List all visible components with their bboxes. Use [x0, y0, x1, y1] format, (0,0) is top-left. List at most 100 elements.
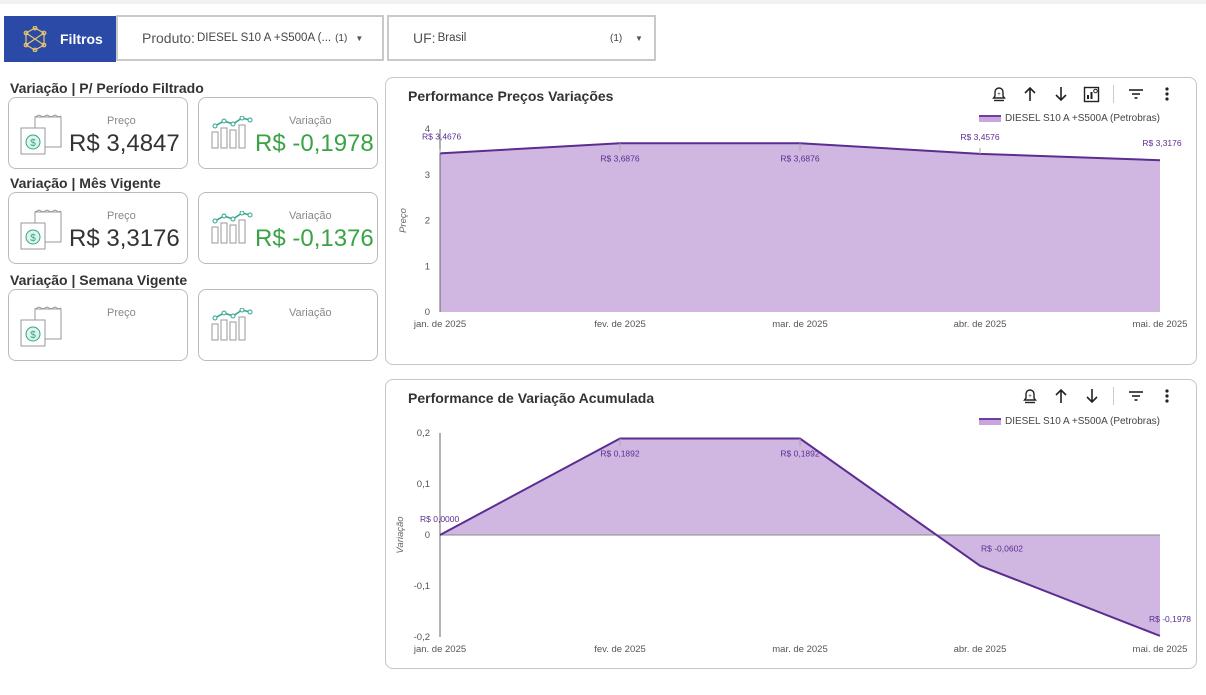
arrow-up-icon[interactable]: [1045, 386, 1076, 406]
y-tick-label: 0: [425, 530, 430, 541]
kpi-card-var-mes: Variação R$ -0,1376: [198, 192, 378, 264]
legend-swatch: [979, 418, 1001, 425]
data-label: R$ 3,3176: [1142, 138, 1181, 148]
data-label: R$ -0,1978: [1149, 614, 1191, 624]
product-dropdown-value: DIESEL S10 A +S500A (...: [196, 32, 332, 44]
chart-toolbar: +: [1014, 386, 1182, 406]
x-tick-label: jan. de 2025: [413, 319, 466, 330]
chart-title: Performance Preços Variações: [408, 88, 614, 104]
more-options-icon[interactable]: [1151, 386, 1182, 406]
y-tick-label: -0,2: [414, 632, 430, 643]
price-document-icon: $: [20, 209, 62, 250]
x-tick-label: jan. de 2025: [413, 644, 466, 655]
series-area: [440, 143, 1160, 312]
legend-label: DIESEL S10 A +S500A (Petrobras): [1005, 416, 1160, 427]
chart-card-variacao: Performance de Variação Acumulada + DIES…: [385, 379, 1197, 669]
kpi-price-label: Preço: [107, 307, 136, 319]
legend-swatch: [979, 115, 1001, 122]
x-tick-label: mai. de 2025: [1133, 319, 1188, 330]
chart-legend: DIESEL S10 A +S500A (Petrobras): [979, 416, 1160, 427]
filters-button[interactable]: Filtros: [4, 16, 116, 62]
kpi-price-value: R$ 3,3176: [69, 225, 180, 252]
svg-text:$: $: [30, 233, 36, 244]
svg-text:$: $: [30, 138, 36, 149]
more-options-icon[interactable]: [1151, 84, 1182, 104]
kpi-var-label: Variação: [289, 210, 332, 222]
filter-lines-icon[interactable]: [1120, 84, 1151, 104]
y-tick-label: -0,1: [414, 581, 430, 592]
y-tick-label: 0,1: [417, 479, 430, 490]
bar-chart-icon: [211, 116, 253, 149]
y-tick-label: 1: [425, 261, 430, 272]
filter-lines-icon[interactable]: [1120, 386, 1151, 406]
kpi-card-price-semana: $ Preço: [8, 289, 188, 361]
top-strip: [0, 0, 1206, 4]
data-label: R$ -0,0602: [981, 544, 1023, 554]
uf-dropdown-value: Brasil: [437, 32, 467, 44]
chart-svg-precos: 0 1 2 3 4 jan. de 2025 fev. de 2025 mar. de 202…: [398, 124, 1188, 330]
svg-text:$: $: [30, 330, 36, 341]
x-tick-label: fev. de 2025: [594, 319, 646, 330]
kpi-var-value: R$ -0,1978: [255, 130, 374, 157]
filter-network-icon: [23, 26, 47, 52]
x-tick-label: mar. de 2025: [772, 644, 827, 655]
data-label: R$ 3,6876: [600, 153, 639, 163]
kpi-card-price-periodo: $ Preço R$ 3,4847: [8, 97, 188, 169]
price-document-icon: $: [20, 306, 62, 347]
data-label: R$ 0,0000: [420, 514, 459, 524]
x-tick-label: abr. de 2025: [954, 319, 1007, 330]
chart-svg-variacao: -0,2 -0,1 0 0,1 0,2 jan. de 2025 fev. de 2025 m…: [395, 428, 1191, 655]
uf-dropdown-count: (1): [610, 32, 623, 44]
product-dropdown[interactable]: Produto: DIESEL S10 A +S500A (... (1) ▼: [116, 15, 384, 61]
svg-text:+: +: [997, 92, 1001, 98]
product-dropdown-key: Produto:: [142, 30, 195, 46]
bar-chart-icon: [211, 308, 253, 341]
uf-dropdown[interactable]: UF: Brasil (1) ▼: [387, 15, 656, 61]
kpi-card-price-mes: $ Preço R$ 3,3176: [8, 192, 188, 264]
product-dropdown-count: (1): [335, 32, 348, 44]
chart-title: Performance de Variação Acumulada: [408, 390, 655, 406]
arrow-down-icon[interactable]: [1045, 84, 1076, 104]
legend-label: DIESEL S10 A +S500A (Petrobras): [1005, 113, 1160, 124]
data-label: R$ 3,4676: [422, 131, 461, 141]
kpi-price-label: Preço: [107, 115, 136, 127]
alert-bell-icon[interactable]: +: [1014, 386, 1045, 406]
y-axis-label: Preço: [398, 208, 409, 233]
series-area: [440, 438, 1160, 636]
kpi-card-var-semana: Variação: [198, 289, 378, 361]
y-tick-label: 3: [425, 170, 430, 181]
kpi-var-label: Variação: [289, 115, 332, 127]
data-label: R$ 3,4576: [960, 132, 999, 142]
kpi-price-value: R$ 3,4847: [69, 130, 180, 157]
arrow-down-icon[interactable]: [1076, 386, 1107, 406]
filters-button-label: Filtros: [60, 31, 103, 47]
kpi-var-value: R$ -0,1376: [255, 225, 374, 252]
price-document-icon: $: [20, 114, 62, 155]
chevron-down-icon: ▼: [355, 33, 364, 43]
alert-bell-icon[interactable]: +: [983, 84, 1014, 104]
series-line: [439, 437, 1161, 637]
chart-card-precos: Performance Preços Variações + DIESEL S1…: [385, 77, 1197, 365]
kpi-price-label: Preço: [107, 210, 136, 222]
data-label: R$ 3,6876: [780, 153, 819, 163]
data-label: R$ 0,1892: [600, 449, 639, 459]
chart-toolbar: +: [983, 84, 1182, 104]
y-tick-label: 4: [425, 124, 430, 135]
y-tick-label: 0,2: [417, 428, 430, 439]
y-axis-label: Variação: [395, 516, 406, 553]
toolbar-separator: [1113, 387, 1114, 405]
arrow-up-icon[interactable]: [1014, 84, 1045, 104]
drill-chart-icon[interactable]: [1076, 84, 1107, 104]
svg-text:+: +: [1028, 394, 1032, 400]
y-tick-label: 2: [425, 216, 430, 227]
kpi-var-label: Variação: [289, 307, 332, 319]
x-tick-label: abr. de 2025: [954, 644, 1007, 655]
kpi-card-var-periodo: Variação R$ -0,1978: [198, 97, 378, 169]
chevron-down-icon: ▼: [635, 33, 643, 43]
data-label: R$ 0,1892: [780, 449, 819, 459]
toolbar-separator: [1113, 85, 1114, 103]
section-title-periodo: Variação | P/ Período Filtrado: [10, 80, 204, 96]
uf-dropdown-key: UF:: [413, 30, 436, 46]
x-tick-label: fev. de 2025: [594, 644, 646, 655]
section-title-semana: Variação | Semana Vigente: [10, 272, 188, 288]
